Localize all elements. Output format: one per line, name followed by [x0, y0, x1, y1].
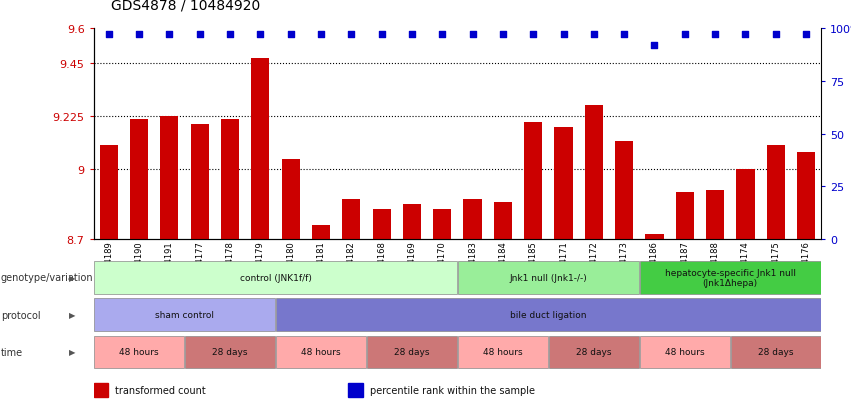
Bar	[94, 336, 184, 368]
Text: sham control: sham control	[155, 311, 214, 319]
Point	[527, 32, 540, 38]
Bar	[731, 336, 820, 368]
Text: ▶: ▶	[69, 273, 76, 282]
Bar	[433, 209, 451, 240]
Bar	[645, 235, 664, 240]
Text: 28 days: 28 days	[394, 348, 430, 356]
Point	[163, 32, 176, 38]
Point	[557, 32, 570, 38]
Bar	[311, 225, 330, 240]
Bar	[549, 336, 639, 368]
Point	[284, 32, 298, 38]
Bar	[524, 123, 542, 240]
Text: genotype/variation: genotype/variation	[1, 273, 94, 283]
Bar	[767, 146, 785, 240]
Point	[223, 32, 237, 38]
Text: 48 hours: 48 hours	[119, 348, 159, 356]
Bar	[640, 261, 820, 294]
Point	[617, 32, 631, 38]
Bar	[100, 146, 117, 240]
Point	[769, 32, 783, 38]
Point	[496, 32, 510, 38]
Text: protocol: protocol	[1, 310, 41, 320]
Bar	[282, 160, 300, 240]
Text: time: time	[1, 347, 23, 357]
Bar	[94, 383, 108, 397]
Point	[374, 32, 388, 38]
Bar	[191, 125, 208, 240]
Bar	[367, 336, 457, 368]
Bar	[797, 153, 815, 240]
Bar	[94, 299, 275, 331]
Point	[739, 32, 752, 38]
Text: bile duct ligation: bile duct ligation	[510, 311, 586, 319]
Text: control (JNK1f/f): control (JNK1f/f)	[240, 273, 311, 282]
Text: 28 days: 28 days	[576, 348, 612, 356]
Point	[708, 32, 722, 38]
Text: 48 hours: 48 hours	[483, 348, 523, 356]
Bar	[348, 383, 363, 397]
Bar	[403, 204, 421, 240]
Bar	[464, 200, 482, 240]
Point	[799, 32, 813, 38]
Point	[465, 32, 479, 38]
Point	[132, 32, 146, 38]
Point	[678, 32, 692, 38]
Point	[254, 32, 267, 38]
Bar	[221, 120, 239, 240]
Bar	[160, 116, 179, 240]
Bar	[276, 299, 820, 331]
Bar	[640, 336, 729, 368]
Point	[436, 32, 449, 38]
Bar	[186, 336, 275, 368]
Bar	[276, 336, 366, 368]
Text: ▶: ▶	[69, 348, 76, 356]
Bar	[342, 200, 361, 240]
Bar	[458, 336, 548, 368]
Text: 48 hours: 48 hours	[665, 348, 705, 356]
Bar	[130, 120, 148, 240]
Text: percentile rank within the sample: percentile rank within the sample	[370, 385, 535, 395]
Bar	[554, 127, 573, 240]
Text: 28 days: 28 days	[212, 348, 248, 356]
Text: Jnk1 null (Jnk1-/-): Jnk1 null (Jnk1-/-)	[510, 273, 587, 282]
Point	[314, 32, 328, 38]
Point	[193, 32, 207, 38]
Bar	[373, 209, 391, 240]
Text: 28 days: 28 days	[758, 348, 793, 356]
Point	[102, 32, 116, 38]
Bar	[676, 193, 694, 240]
Point	[405, 32, 419, 38]
Bar	[494, 202, 512, 240]
Text: 48 hours: 48 hours	[301, 348, 340, 356]
Point	[345, 32, 358, 38]
Text: GDS4878 / 10484920: GDS4878 / 10484920	[111, 0, 260, 12]
Bar	[736, 169, 755, 240]
Bar	[706, 190, 724, 240]
Point	[648, 43, 661, 49]
Point	[587, 32, 601, 38]
Bar	[251, 59, 270, 240]
Bar	[585, 106, 603, 240]
Bar	[94, 261, 457, 294]
Bar	[615, 141, 633, 240]
Text: ▶: ▶	[69, 311, 76, 319]
Text: transformed count: transformed count	[116, 385, 206, 395]
Text: hepatocyte-specific Jnk1 null
(Jnk1Δhepa): hepatocyte-specific Jnk1 null (Jnk1Δhepa…	[665, 268, 796, 287]
Bar	[458, 261, 639, 294]
